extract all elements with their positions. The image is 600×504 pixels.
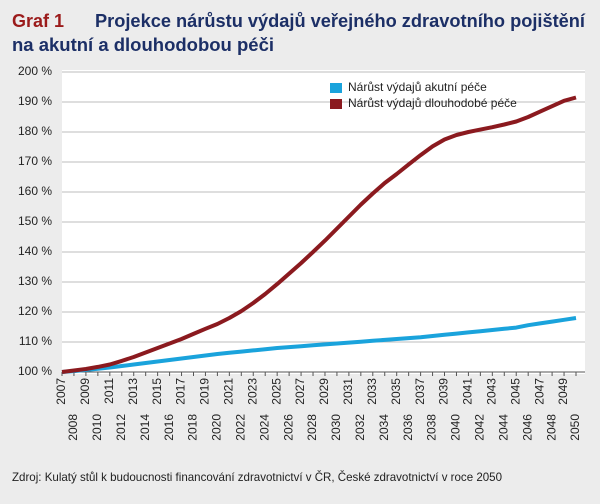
y-tick-label: 130 %: [18, 274, 52, 288]
x-tick-label: 2016: [162, 414, 176, 441]
x-tick-label: 2007: [54, 378, 68, 405]
x-tick-label: 2037: [413, 378, 427, 405]
y-tick-label: 110 %: [19, 334, 52, 348]
x-tick-label: 2021: [222, 378, 236, 405]
x-tick-label: 2035: [389, 378, 403, 405]
x-tick-label: 2017: [174, 378, 188, 405]
x-tick-label: 2042: [473, 414, 487, 441]
legend-swatch: [330, 83, 342, 93]
x-tick-label: 2031: [341, 378, 355, 405]
x-tick-label: 2048: [544, 414, 558, 441]
x-tick-label: 2039: [437, 378, 451, 405]
x-tick-label: 2008: [66, 414, 80, 441]
chart-title: na akutní a dlouhodobou péči: [12, 35, 274, 55]
series-line: [61, 95, 577, 374]
x-tick-label: 2033: [365, 378, 379, 405]
y-tick-label: 190 %: [18, 94, 52, 108]
x-tick-label: 2043: [484, 378, 498, 405]
y-tick-label: 150 %: [18, 214, 52, 228]
y-tick-label: 120 %: [18, 304, 52, 318]
x-tick-label: 2023: [245, 378, 259, 405]
x-tick-label: 2049: [556, 378, 570, 405]
x-tick-label: 2030: [329, 414, 343, 441]
legend-swatch: [330, 99, 342, 109]
x-tick-label: 2009: [78, 378, 92, 405]
x-tick-label: 2034: [377, 414, 391, 441]
x-tick-label: 2029: [317, 378, 331, 405]
y-tick-label: 100 %: [18, 364, 52, 378]
series-line: [61, 316, 577, 374]
y-tick-label: 170 %: [18, 154, 52, 168]
x-tick-label: 2011: [102, 378, 116, 404]
x-tick-label: 2028: [305, 414, 319, 441]
x-tick-label: 2012: [114, 414, 128, 441]
x-tick-label: 2013: [126, 378, 140, 405]
x-tick-label: 2027: [293, 378, 307, 405]
x-tick-label: 2018: [186, 414, 200, 441]
x-tick-label: 2015: [150, 378, 164, 405]
x-tick-label: 2020: [210, 414, 224, 441]
x-tick-label: 2050: [568, 414, 582, 441]
x-tick-label: 2014: [138, 414, 152, 441]
x-tick-label: 2036: [401, 414, 415, 441]
x-tick-label: 2045: [508, 378, 522, 405]
x-tick-label: 2025: [269, 378, 283, 405]
x-tick-label: 2046: [520, 414, 534, 441]
source-note: Zdroj: Kulatý stůl k budoucnosti financo…: [12, 469, 502, 484]
x-tick-label: 2047: [532, 378, 546, 405]
x-tick-label: 2026: [281, 414, 295, 441]
x-tick-label: 2044: [496, 414, 510, 441]
y-tick-label: 200 %: [18, 64, 52, 78]
chart-label: Graf 1: [12, 11, 64, 31]
x-tick-label: 2038: [425, 414, 439, 441]
chart-title: Projekce nárůstu výdajů veřejného zdravo…: [95, 11, 586, 31]
x-tick-label: 2010: [90, 414, 104, 441]
x-tick-label: 2022: [233, 414, 247, 441]
legend-label: Nárůst výdajů akutní péče: [348, 80, 487, 94]
x-tick-label: 2032: [353, 414, 367, 441]
x-tick-label: 2041: [461, 378, 475, 405]
x-tick-label: 2024: [257, 414, 271, 441]
y-tick-label: 160 %: [18, 184, 52, 198]
y-tick-label: 140 %: [18, 244, 52, 258]
legend-label: Nárůst výdajů dlouhodobé péče: [348, 96, 517, 110]
y-tick-label: 180 %: [18, 124, 52, 138]
x-tick-label: 2019: [198, 378, 212, 405]
x-tick-label: 2040: [449, 414, 463, 441]
